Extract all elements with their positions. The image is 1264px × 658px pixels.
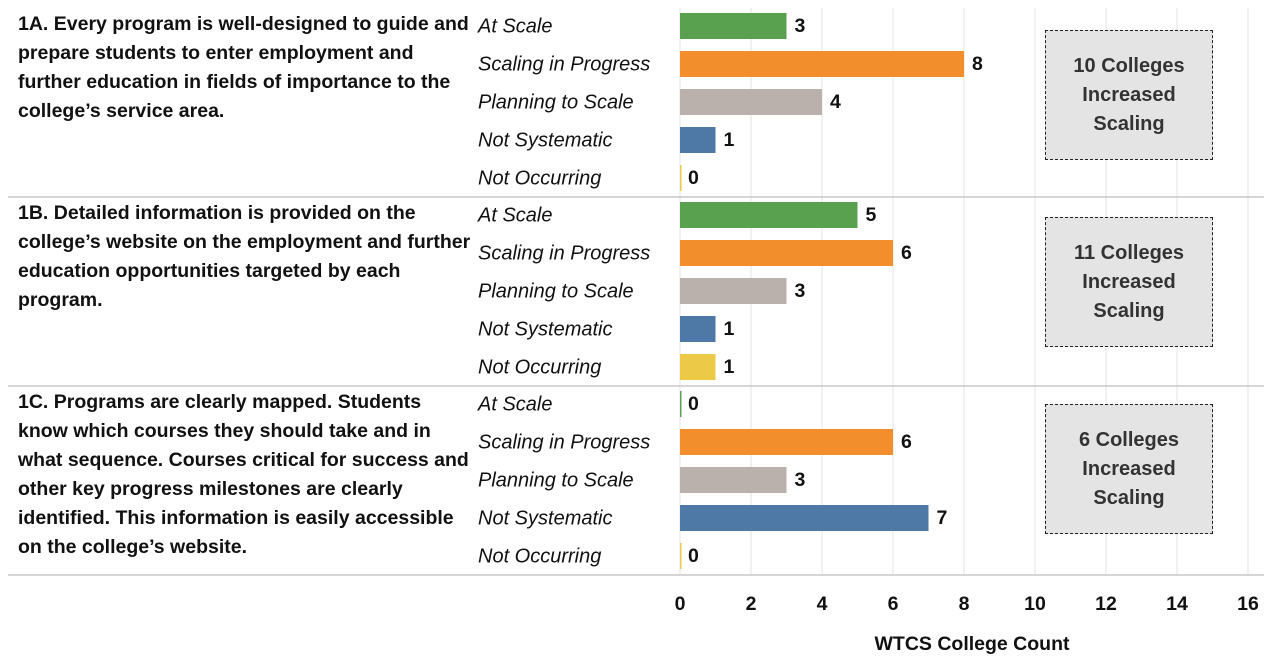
value-label: 0 bbox=[688, 545, 699, 567]
value-label: 4 bbox=[830, 91, 841, 113]
bar bbox=[680, 51, 964, 77]
value-label: 6 bbox=[901, 431, 912, 453]
bar bbox=[680, 165, 682, 191]
category-label: Planning to Scale bbox=[478, 469, 634, 491]
value-label: 3 bbox=[795, 280, 806, 302]
callout-box: 10 Colleges Increased Scaling bbox=[1045, 30, 1213, 160]
value-label: 3 bbox=[795, 469, 806, 491]
value-label: 1 bbox=[724, 129, 735, 151]
value-label: 3 bbox=[795, 15, 806, 37]
group-label: 1B. Detailed information is provided on … bbox=[18, 202, 471, 311]
bar bbox=[680, 89, 822, 115]
x-tick-label: 6 bbox=[888, 593, 899, 615]
bar bbox=[680, 467, 787, 493]
value-label: 8 bbox=[972, 53, 983, 75]
x-tick-label: 8 bbox=[959, 593, 970, 615]
bar bbox=[680, 505, 929, 531]
bar bbox=[680, 13, 787, 39]
category-label: Scaling in Progress bbox=[478, 53, 650, 75]
bar bbox=[680, 429, 893, 455]
x-tick-label: 4 bbox=[817, 593, 828, 615]
x-tick-label: 2 bbox=[746, 593, 757, 615]
category-label: Scaling in Progress bbox=[478, 242, 650, 264]
x-axis-title: WTCS College Count bbox=[875, 633, 1070, 655]
category-label: Planning to Scale bbox=[478, 91, 634, 113]
group-label: 1C. Programs are clearly mapped. Student… bbox=[18, 391, 469, 558]
x-tick-label: 12 bbox=[1095, 593, 1117, 615]
category-label: Not Systematic bbox=[478, 129, 612, 151]
x-tick-label: 10 bbox=[1024, 593, 1046, 615]
bar bbox=[680, 391, 682, 417]
category-label: Planning to Scale bbox=[478, 280, 634, 302]
bar bbox=[680, 354, 716, 380]
x-tick-label: 14 bbox=[1166, 593, 1188, 615]
bar bbox=[680, 543, 682, 569]
value-label: 6 bbox=[901, 242, 912, 264]
bar bbox=[680, 127, 716, 153]
category-label: Not Occurring bbox=[478, 545, 601, 567]
category-label: Not Occurring bbox=[478, 167, 601, 189]
bar bbox=[680, 240, 893, 266]
category-label: Scaling in Progress bbox=[478, 431, 650, 453]
value-label: 0 bbox=[688, 167, 699, 189]
bar bbox=[680, 316, 716, 342]
bar bbox=[680, 202, 858, 228]
x-tick-label: 0 bbox=[675, 593, 686, 615]
category-label: At Scale bbox=[477, 204, 552, 226]
category-label: At Scale bbox=[477, 15, 552, 37]
callout-box: 11 Colleges Increased Scaling bbox=[1045, 217, 1213, 347]
category-label: Not Systematic bbox=[478, 507, 612, 529]
value-label: 1 bbox=[724, 356, 735, 378]
x-tick-label: 16 bbox=[1237, 593, 1259, 615]
category-label: At Scale bbox=[477, 393, 552, 415]
group-label: 1A. Every program is well-designed to gu… bbox=[18, 13, 469, 122]
value-label: 5 bbox=[866, 204, 877, 226]
callout-box: 6 Colleges Increased Scaling bbox=[1045, 404, 1213, 534]
category-label: Not Systematic bbox=[478, 318, 612, 340]
category-label: Not Occurring bbox=[478, 356, 601, 378]
value-label: 7 bbox=[937, 507, 948, 529]
value-label: 0 bbox=[688, 393, 699, 415]
value-label: 1 bbox=[724, 318, 735, 340]
bar bbox=[680, 278, 787, 304]
